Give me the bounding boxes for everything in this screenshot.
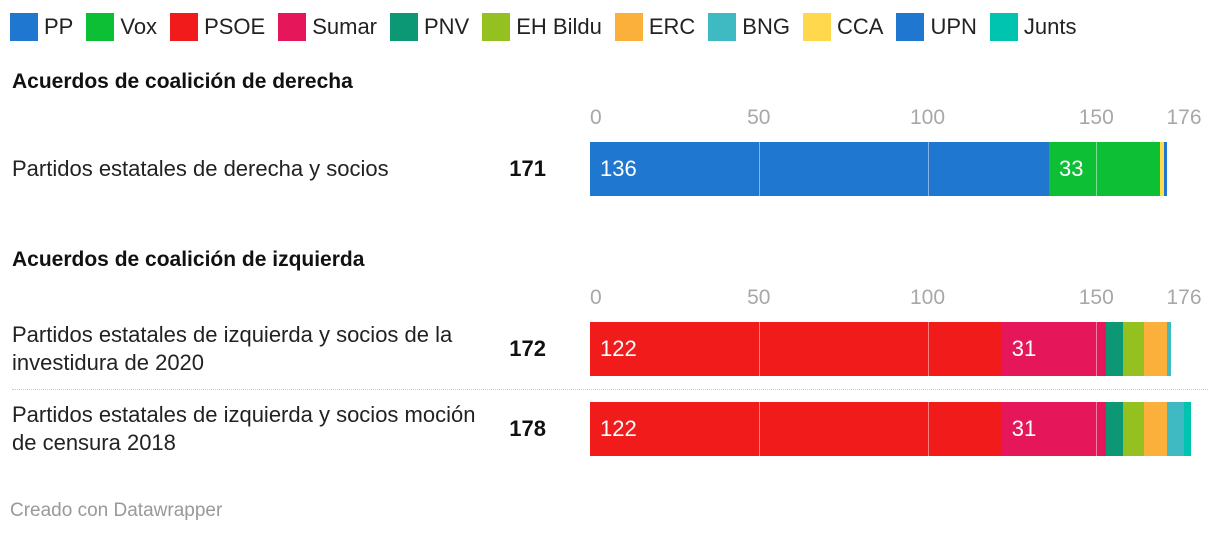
- tick-label: 150: [1078, 286, 1114, 309]
- bar-gridline: [1096, 142, 1098, 196]
- bar-mocion-2018: 122 31: [590, 402, 1191, 456]
- legend-item: Vox: [86, 13, 157, 41]
- segment-value-label: 31: [1011, 336, 1037, 361]
- legend-item: PSOE: [170, 13, 265, 41]
- segment-value-label: 33: [1059, 156, 1084, 181]
- legend-swatch: [390, 13, 418, 41]
- footer-credit: Creado con Datawrapper: [10, 500, 223, 521]
- bar-derecha: 136 33: [590, 142, 1184, 196]
- bar-segment-bng: [1167, 402, 1184, 456]
- legend-swatch: [802, 13, 831, 41]
- segment-value-label: 122: [600, 336, 637, 361]
- axis-ticks-izquierda: 0 50 100 150 176: [590, 286, 1202, 312]
- legend-label: BNG: [742, 14, 790, 39]
- bar-segment-upn: [1163, 142, 1168, 196]
- row-label-mocion-2018: Partidos estatales de izquierda y socios…: [12, 402, 476, 455]
- row-total-investidura-2020: 172: [509, 336, 546, 361]
- bar-segment-psoe: 122: [590, 322, 1002, 376]
- legend-label: ERC: [648, 14, 696, 39]
- legend-swatch: [708, 13, 737, 41]
- legend-swatch: [989, 13, 1018, 41]
- bar-gridline: [927, 322, 929, 376]
- legend-item: Junts: [989, 13, 1077, 41]
- legend-item: EH Bildu: [482, 13, 602, 41]
- legend-label: PP: [44, 14, 74, 39]
- legend-swatch: [170, 13, 199, 41]
- chart-legend: PP Vox PSOE Sumar PNV EH Bildu ERC BNG CCA UPN Jun…: [10, 12, 1089, 42]
- legend-label: UPN: [930, 14, 977, 39]
- bar-gridline: [1096, 402, 1098, 456]
- legend-item: UPN: [896, 13, 977, 41]
- legend-swatch: [482, 13, 511, 41]
- bar-segment-cca: [1160, 142, 1164, 196]
- legend-swatch: [10, 13, 38, 41]
- bar-segment-pnv: [1106, 322, 1124, 376]
- tick-label: 0: [590, 106, 602, 129]
- tick-label: 50: [747, 106, 771, 129]
- legend-swatch: [86, 13, 115, 41]
- segment-value-label: 122: [600, 416, 637, 441]
- bar-gridline: [1096, 322, 1098, 376]
- row-label-derecha: Partidos estatales de derecha y socios: [12, 156, 389, 181]
- tick-label: 176: [1166, 106, 1202, 129]
- legend-label: PSOE: [204, 14, 266, 39]
- legend-label: Vox: [120, 14, 158, 39]
- tick-label: 50: [747, 286, 771, 309]
- legend-item: PP: [10, 13, 73, 41]
- tick-label: 100: [909, 286, 946, 309]
- legend-item: ERC: [614, 13, 696, 41]
- bar-gridline: [758, 142, 760, 196]
- legend-swatch: [278, 13, 307, 41]
- bar-segment-pp: 136: [590, 142, 1049, 196]
- bar-segment-sumar: 31: [1001, 402, 1107, 456]
- tick-label: 100: [909, 106, 946, 129]
- group-title-derecha: Acuerdos de coalición de derecha: [12, 70, 353, 93]
- tick-label: 150: [1078, 106, 1114, 129]
- row-divider: [12, 389, 1208, 390]
- legend-label: EH Bildu: [516, 14, 602, 39]
- bar-segment-erc: [1143, 402, 1168, 456]
- legend-item: CCA: [802, 13, 884, 41]
- legend-item: BNG: [708, 13, 790, 41]
- group-title-izquierda: Acuerdos de coalición de izquierda: [12, 248, 365, 271]
- segment-value-label: 136: [600, 156, 637, 181]
- tick-label: 0: [590, 286, 602, 309]
- bar-segment-psoe: 122: [590, 402, 1002, 456]
- legend-label: Sumar: [312, 14, 377, 39]
- tick-label: 176: [1166, 286, 1202, 309]
- bar-segment-eh-bildu: [1123, 322, 1144, 376]
- bar-segment-vox: 33: [1049, 142, 1161, 196]
- legend-label: PNV: [424, 14, 470, 39]
- legend-swatch: [896, 13, 925, 41]
- bar-gridline: [927, 402, 929, 456]
- bar-segment-pnv: [1106, 402, 1124, 456]
- bar-investidura-2020: 122 31: [590, 322, 1184, 376]
- legend-swatch: [614, 13, 643, 41]
- bar-segment-erc: [1143, 322, 1168, 376]
- segment-value-label: 31: [1011, 416, 1037, 441]
- row-label-investidura-2020: Partidos estatales de izquierda y socios…: [12, 322, 453, 375]
- bar-gridline: [927, 142, 929, 196]
- axis-ticks-derecha: 0 50 100 150 176: [590, 106, 1202, 132]
- legend-item: PNV: [390, 13, 469, 41]
- legend-label: Junts: [1023, 14, 1077, 39]
- legend-item: Sumar: [278, 13, 377, 41]
- bar-segment-bng: [1167, 322, 1171, 376]
- row-total-derecha: 171: [509, 156, 546, 181]
- bar-segment-eh-bildu: [1123, 402, 1144, 456]
- legend-label: CCA: [836, 14, 884, 39]
- bar-segment-sumar: 31: [1001, 322, 1107, 376]
- row-total-mocion-2018: 178: [509, 416, 546, 441]
- bar-gridline: [758, 322, 760, 376]
- bar-gridline: [758, 402, 760, 456]
- bar-segment-junts: [1184, 402, 1191, 456]
